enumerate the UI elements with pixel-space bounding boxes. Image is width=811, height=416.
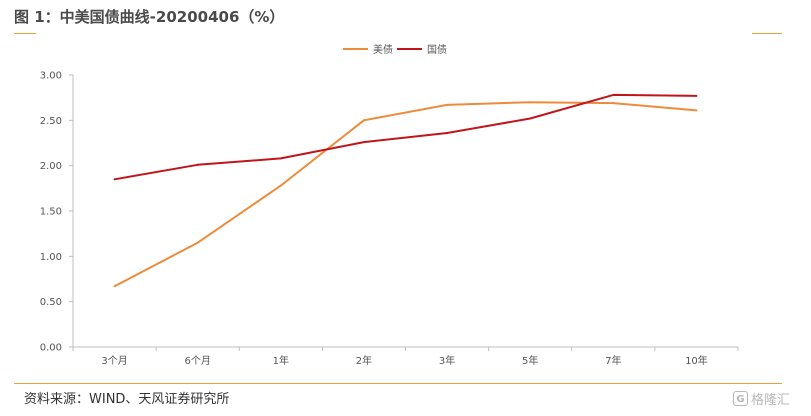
data-point: [695, 109, 698, 112]
y-tick-label: 0.50: [40, 297, 62, 308]
figure-title: 图 1：中美国债曲线-20200406（%）: [14, 8, 285, 26]
data-point: [529, 117, 532, 120]
y-tick-label: 2.00: [40, 161, 62, 172]
x-tick-label: 3年: [439, 354, 455, 367]
data-point: [695, 94, 698, 97]
data-point: [196, 241, 199, 244]
watermark-text: 格隆汇: [751, 393, 791, 408]
title-rule-left: [14, 33, 36, 34]
data-point: [113, 178, 116, 181]
x-tick-label: 5年: [522, 354, 538, 367]
data-point: [279, 184, 282, 187]
legend-label-0: 美债: [373, 43, 393, 56]
data-point: [362, 119, 365, 122]
x-tick-label: 10年: [685, 354, 708, 367]
data-point: [612, 93, 615, 96]
chart-legend: 美债 国债: [343, 43, 447, 56]
x-tick-label: 2年: [356, 354, 372, 367]
y-tick-label: 2.50: [40, 116, 62, 127]
series-line-1: [114, 93, 697, 181]
data-point: [446, 103, 449, 106]
watermark-logo-icon: G: [733, 391, 748, 406]
series-line-0: [114, 101, 697, 288]
y-tick-label: 3.00: [40, 71, 62, 82]
source-note: 资料来源：WIND、天风证券研究所: [24, 392, 230, 407]
x-tick-label: 1年: [273, 354, 289, 367]
watermark: G 格隆汇: [733, 389, 790, 408]
legend-label-1: 国债: [427, 43, 447, 56]
x-axis: 3个月 6个月 1年 2年 3年 5年 7年 10年: [72, 346, 739, 367]
data-point: [196, 163, 199, 166]
x-tick-label: 7年: [605, 354, 621, 367]
data-point: [362, 141, 365, 144]
footer-rule: [14, 383, 782, 384]
x-tick-label: 6个月: [185, 355, 211, 367]
data-point: [446, 132, 449, 135]
title-rule-right: [752, 33, 782, 34]
series-layer: [113, 93, 698, 288]
y-tick-label: 1.50: [40, 207, 62, 218]
data-point: [113, 285, 116, 288]
y-axis: 0.00 0.50 1.00 1.50 2.00 2.50 3.00: [40, 71, 74, 354]
x-tick-label: 3个月: [101, 355, 127, 367]
data-point: [612, 102, 615, 105]
y-tick-label: 0.00: [40, 343, 62, 354]
data-point: [529, 101, 532, 104]
data-point: [279, 157, 282, 160]
y-tick-label: 1.00: [40, 252, 62, 263]
